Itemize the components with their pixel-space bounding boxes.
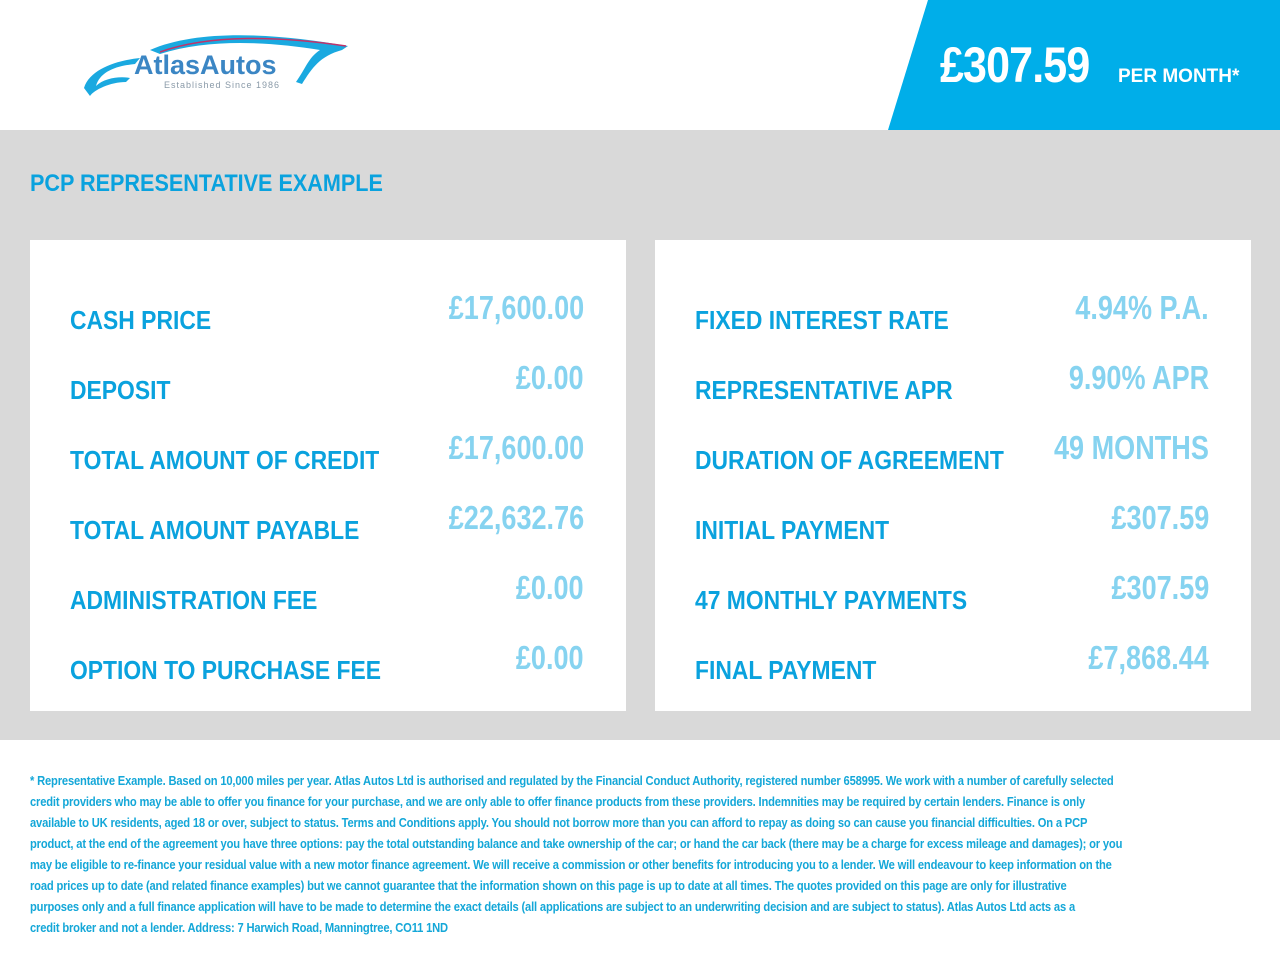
svg-text:AtlasAutos: AtlasAutos [134, 50, 277, 80]
finance-row: DEPOSIT £0.00 [70, 359, 584, 405]
row-value: £0.00 [516, 569, 584, 606]
finance-row: 47 MONTHLY PAYMENTS £307.59 [695, 569, 1209, 615]
disclaimer-line: product, at the end of the agreement you… [30, 836, 1123, 851]
finance-row: TOTAL AMOUNT PAYABLE £22,632.76 [70, 499, 584, 545]
row-value: £0.00 [516, 639, 584, 676]
row-label: DURATION OF AGREEMENT [695, 445, 1004, 475]
pcp-section: PCP REPRESENTATIVE EXAMPLE CASH PRICE £17… [0, 130, 1280, 740]
row-label: 47 MONTHLY PAYMENTS [695, 585, 968, 615]
finance-row: INITIAL PAYMENT £307.59 [695, 499, 1209, 545]
finance-row: FINAL PAYMENT £7,868.44 [695, 639, 1209, 685]
row-value: £307.59 [1111, 569, 1209, 606]
disclaimer-line: credit providers who may be able to offe… [30, 794, 1086, 809]
row-value: £307.59 [1111, 499, 1209, 536]
finance-row: REPRESENTATIVE APR 9.90% APR [695, 359, 1209, 405]
finance-row: CASH PRICE £17,600.00 [70, 289, 584, 335]
car-swoosh-icon: AtlasAutos Established Since 1986 [84, 35, 348, 96]
row-label: CASH PRICE [70, 305, 212, 335]
row-value: £22,632.76 [448, 499, 584, 536]
row-label: REPRESENTATIVE APR [695, 375, 953, 405]
row-value: £0.00 [516, 359, 584, 396]
disclaimer-line: * Representative Example. Based on 10,00… [30, 773, 1114, 788]
finance-row: FIXED INTEREST RATE 4.94% P.A. [695, 289, 1209, 335]
row-label: TOTAL AMOUNT PAYABLE [70, 515, 360, 545]
right-panel: FIXED INTEREST RATE 4.94% P.A. REPRESENTAT… [655, 240, 1251, 711]
row-value: £7,868.44 [1088, 639, 1209, 676]
finance-row: OPTION TO PURCHASE FEE £0.00 [70, 639, 584, 685]
disclaimer-line: purposes only and a full finance applica… [30, 899, 1075, 914]
row-label: INITIAL PAYMENT [695, 515, 890, 545]
row-label: FINAL PAYMENT [695, 655, 877, 685]
row-value: £17,600.00 [448, 429, 584, 466]
disclaimer-line: may be eligible to re-finance your resid… [30, 857, 1112, 872]
row-value: 49 MONTHS [1054, 429, 1209, 466]
left-panel: CASH PRICE £17,600.00 DEPOSIT £0.00 TOTAL AM… [30, 240, 626, 711]
monthly-price: £307.59 [940, 37, 1090, 93]
disclaimer: * Representative Example. Based on 10,00… [30, 770, 1170, 938]
row-label: FIXED INTEREST RATE [695, 305, 949, 335]
section-title: PCP REPRESENTATIVE EXAMPLE [30, 170, 383, 197]
disclaimer-line: credit broker and not a lender. Address:… [30, 920, 448, 935]
row-value: 9.90% APR [1068, 359, 1209, 396]
row-value: 4.94% P.A. [1075, 289, 1209, 326]
row-value: £17,600.00 [448, 289, 584, 326]
row-label: TOTAL AMOUNT OF CREDIT [70, 445, 380, 475]
row-label: OPTION TO PURCHASE FEE [70, 655, 382, 685]
svg-text:Established Since 1986: Established Since 1986 [164, 80, 280, 90]
atlas-autos-logo[interactable]: AtlasAutos Established Since 1986 [80, 28, 350, 100]
finance-row: DURATION OF AGREEMENT 49 MONTHS [695, 429, 1209, 475]
disclaimer-line: available to UK residents, aged 18 or ov… [30, 815, 1088, 830]
row-label: DEPOSIT [70, 375, 171, 405]
disclaimer-line: road prices up to date (and related fina… [30, 878, 1067, 893]
per-month-label: PER MONTH* [1118, 66, 1240, 87]
finance-row: TOTAL AMOUNT OF CREDIT £17,600.00 [70, 429, 584, 475]
row-label: ADMINISTRATION FEE [70, 585, 318, 615]
price-banner [888, 0, 1280, 130]
header: AtlasAutos Established Since 1986 £307.5… [0, 0, 1280, 130]
finance-row: ADMINISTRATION FEE £0.00 [70, 569, 584, 615]
